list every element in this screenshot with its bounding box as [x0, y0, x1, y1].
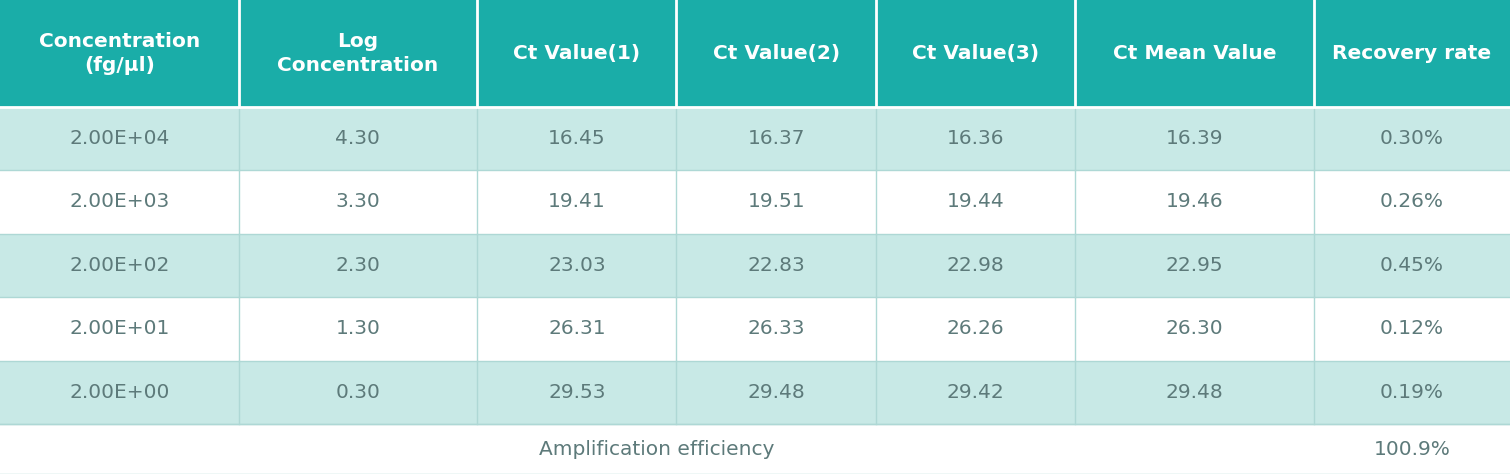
Text: Log
Concentration: Log Concentration [278, 32, 438, 74]
Text: 26.26: 26.26 [947, 319, 1004, 338]
Text: 29.48: 29.48 [1166, 383, 1223, 402]
Text: 16.37: 16.37 [747, 129, 805, 148]
Text: 1.30: 1.30 [335, 319, 381, 338]
Text: 0.45%: 0.45% [1380, 256, 1444, 275]
Text: 3.30: 3.30 [335, 192, 381, 211]
Text: 23.03: 23.03 [548, 256, 606, 275]
Bar [676, 107, 876, 170]
Text: Ct Value(2): Ct Value(2) [713, 44, 840, 63]
Bar [239, 0, 477, 107]
Text: Ct Value(1): Ct Value(1) [513, 44, 640, 63]
Text: 4.30: 4.30 [335, 129, 381, 148]
Bar [0, 361, 239, 424]
Bar [1314, 107, 1510, 170]
Text: Concentration
(fg/μl): Concentration (fg/μl) [39, 32, 199, 74]
Text: 22.95: 22.95 [1166, 256, 1223, 275]
Bar [0, 170, 239, 234]
Bar [239, 361, 477, 424]
Bar [477, 0, 676, 107]
Bar [1075, 234, 1314, 297]
Bar [477, 297, 676, 361]
Bar [676, 297, 876, 361]
Text: 29.48: 29.48 [747, 383, 805, 402]
Text: 0.30: 0.30 [335, 383, 381, 402]
Bar [0, 107, 239, 170]
Bar [876, 361, 1075, 424]
Text: 19.51: 19.51 [747, 192, 805, 211]
Bar [1314, 361, 1510, 424]
Bar [477, 234, 676, 297]
Text: 26.30: 26.30 [1166, 319, 1223, 338]
Text: 0.12%: 0.12% [1380, 319, 1444, 338]
Bar [1314, 297, 1510, 361]
Text: 0.19%: 0.19% [1380, 383, 1444, 402]
Text: Recovery rate: Recovery rate [1332, 44, 1492, 63]
Bar [477, 107, 676, 170]
Bar [239, 234, 477, 297]
Bar [1075, 361, 1314, 424]
Bar [676, 234, 876, 297]
Bar [1314, 170, 1510, 234]
Bar [1075, 0, 1314, 107]
Bar [1075, 170, 1314, 234]
Text: 2.00E+00: 2.00E+00 [69, 383, 169, 402]
Text: 19.46: 19.46 [1166, 192, 1223, 211]
Bar [876, 297, 1075, 361]
Text: Ct Mean Value: Ct Mean Value [1113, 44, 1276, 63]
Bar [876, 234, 1075, 297]
Bar [676, 170, 876, 234]
Text: 16.36: 16.36 [947, 129, 1004, 148]
Text: 29.53: 29.53 [548, 383, 606, 402]
Bar [239, 170, 477, 234]
Bar [876, 170, 1075, 234]
Bar [876, 107, 1075, 170]
Text: 2.00E+03: 2.00E+03 [69, 192, 169, 211]
Text: 100.9%: 100.9% [1374, 439, 1450, 459]
Text: Amplification efficiency: Amplification efficiency [539, 439, 775, 459]
Bar [239, 107, 477, 170]
Bar [676, 0, 876, 107]
Text: Ct Value(3): Ct Value(3) [912, 44, 1039, 63]
Text: 2.00E+01: 2.00E+01 [69, 319, 169, 338]
Text: 0.30%: 0.30% [1380, 129, 1444, 148]
Bar [477, 170, 676, 234]
Bar [676, 361, 876, 424]
Text: 29.42: 29.42 [947, 383, 1004, 402]
Text: 2.30: 2.30 [335, 256, 381, 275]
Bar [0, 0, 239, 107]
Bar [1314, 234, 1510, 297]
Text: 2.00E+04: 2.00E+04 [69, 129, 169, 148]
Bar [1075, 297, 1314, 361]
Bar [0, 234, 239, 297]
Text: 0.26%: 0.26% [1380, 192, 1444, 211]
Bar [1075, 107, 1314, 170]
Text: 16.39: 16.39 [1166, 129, 1223, 148]
Text: 2.00E+02: 2.00E+02 [69, 256, 169, 275]
Text: 19.41: 19.41 [548, 192, 606, 211]
Bar [876, 0, 1075, 107]
Text: 22.98: 22.98 [947, 256, 1004, 275]
Text: 26.31: 26.31 [548, 319, 606, 338]
Text: 19.44: 19.44 [947, 192, 1004, 211]
Text: 22.83: 22.83 [747, 256, 805, 275]
Bar [239, 297, 477, 361]
Bar [1314, 0, 1510, 107]
Bar [0, 424, 1510, 474]
Bar [0, 297, 239, 361]
Text: 26.33: 26.33 [747, 319, 805, 338]
Text: 16.45: 16.45 [548, 129, 606, 148]
Bar [477, 361, 676, 424]
